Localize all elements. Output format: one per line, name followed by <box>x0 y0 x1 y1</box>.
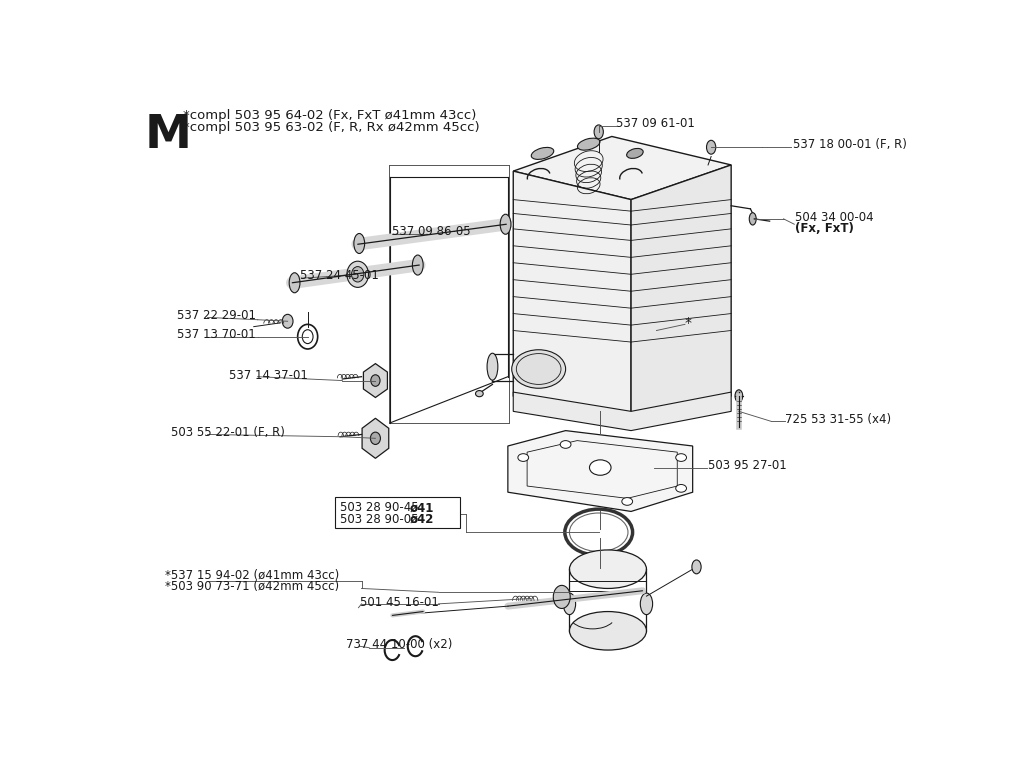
Ellipse shape <box>569 550 646 588</box>
Ellipse shape <box>707 140 716 155</box>
Text: 537 24 45-01: 537 24 45-01 <box>300 269 379 282</box>
Ellipse shape <box>750 213 756 225</box>
Ellipse shape <box>692 560 701 574</box>
Text: 504 34 00-04: 504 34 00-04 <box>795 211 873 224</box>
Text: ø42: ø42 <box>410 513 434 526</box>
Ellipse shape <box>518 454 528 461</box>
FancyBboxPatch shape <box>336 496 460 528</box>
Ellipse shape <box>371 375 380 386</box>
Ellipse shape <box>531 148 554 159</box>
Ellipse shape <box>351 266 364 282</box>
Polygon shape <box>513 171 631 415</box>
Text: ø41: ø41 <box>410 501 434 514</box>
Polygon shape <box>364 363 387 398</box>
Polygon shape <box>527 441 677 498</box>
Polygon shape <box>513 392 731 431</box>
Text: 737 44 10-00 (x2): 737 44 10-00 (x2) <box>346 638 453 651</box>
Text: *537 15 94-02 (ø41mm 43cc): *537 15 94-02 (ø41mm 43cc) <box>165 569 340 582</box>
Text: *503 90 73-71 (ø42mm 45cc): *503 90 73-71 (ø42mm 45cc) <box>165 581 339 594</box>
Ellipse shape <box>640 593 652 614</box>
Ellipse shape <box>560 441 571 448</box>
Ellipse shape <box>676 454 686 461</box>
Ellipse shape <box>289 273 300 293</box>
Text: 503 55 22-01 (F, R): 503 55 22-01 (F, R) <box>171 426 285 439</box>
Polygon shape <box>508 431 692 512</box>
Ellipse shape <box>475 391 483 397</box>
Ellipse shape <box>594 125 603 138</box>
Polygon shape <box>362 418 389 458</box>
Text: 537 14 37-01: 537 14 37-01 <box>229 369 308 382</box>
Text: *compl 503 95 64-02 (Fx, FxT ø41mm 43cc): *compl 503 95 64-02 (Fx, FxT ø41mm 43cc) <box>183 109 476 122</box>
Text: 501 45 16-01: 501 45 16-01 <box>360 596 439 609</box>
Text: 503 28 90-05: 503 28 90-05 <box>340 513 422 526</box>
Ellipse shape <box>563 593 575 614</box>
Ellipse shape <box>354 233 365 253</box>
Ellipse shape <box>622 497 633 506</box>
Ellipse shape <box>627 148 643 158</box>
Ellipse shape <box>347 261 369 288</box>
Ellipse shape <box>512 350 565 389</box>
Polygon shape <box>513 136 731 200</box>
Text: M: M <box>144 113 191 158</box>
Text: 725 53 31-55 (x4): 725 53 31-55 (x4) <box>785 412 891 425</box>
Text: 537 09 86-05: 537 09 86-05 <box>392 226 471 239</box>
Polygon shape <box>631 165 731 415</box>
Ellipse shape <box>413 255 423 275</box>
Ellipse shape <box>500 214 511 234</box>
Ellipse shape <box>553 585 570 608</box>
Ellipse shape <box>371 432 381 444</box>
Text: 537 22 29-01: 537 22 29-01 <box>177 308 256 321</box>
Text: *: * <box>685 316 692 330</box>
Text: 503 95 27-01: 503 95 27-01 <box>708 459 786 472</box>
Text: *compl 503 95 63-02 (F, R, Rx ø42mm 45cc): *compl 503 95 63-02 (F, R, Rx ø42mm 45cc… <box>183 121 479 134</box>
Text: 537 09 61-01: 537 09 61-01 <box>615 117 694 130</box>
Text: (Fx, FxT): (Fx, FxT) <box>795 223 854 236</box>
Text: 503 28 90-45: 503 28 90-45 <box>340 501 422 514</box>
Ellipse shape <box>569 611 646 650</box>
Ellipse shape <box>283 314 293 328</box>
Ellipse shape <box>487 353 498 380</box>
Ellipse shape <box>590 460 611 475</box>
Ellipse shape <box>578 138 600 150</box>
Ellipse shape <box>676 484 686 492</box>
Text: 537 18 00-01 (F, R): 537 18 00-01 (F, R) <box>793 138 906 151</box>
Ellipse shape <box>735 390 742 402</box>
Text: 537 13 70-01: 537 13 70-01 <box>177 328 256 341</box>
